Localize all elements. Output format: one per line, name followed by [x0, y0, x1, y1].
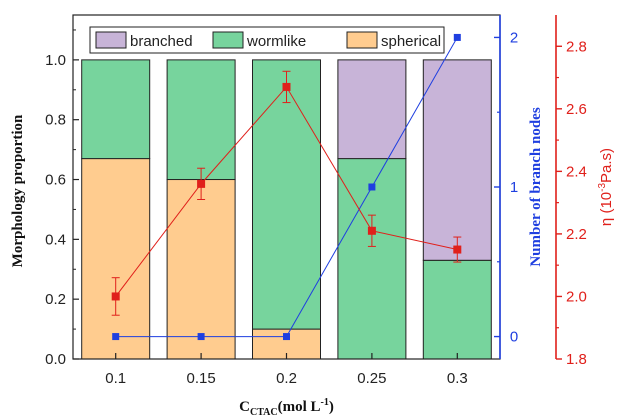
- branch-nodes-point: [112, 333, 120, 341]
- branch-nodes-point: [283, 333, 290, 341]
- left-axis-tick-label: 1.0: [45, 52, 66, 69]
- bar-branched: [337, 59, 407, 160]
- branch-nodes-point: [453, 33, 461, 41]
- blue-axis-title: Number of branch nodes: [528, 107, 544, 266]
- x-axis-title-superscript: -1: [321, 397, 329, 408]
- x-axis-title: CCTAC(mol L-1): [239, 397, 334, 415]
- legend-swatch-spherical: [346, 31, 378, 49]
- red-axis-title: η (10-3Pa.s): [597, 148, 615, 226]
- red-axis-title-suffix: Pa.s): [598, 148, 615, 183]
- legend-label-wormlike: wormlike: [246, 33, 306, 50]
- bar-wormlike: [252, 59, 321, 330]
- branch-nodes-point: [368, 183, 376, 191]
- left-axis-tick-label: 0.6: [45, 172, 66, 189]
- x-axis-tick-label: 0.25: [357, 370, 386, 387]
- viscosity-point: [367, 226, 376, 235]
- x-axis-title-main: C: [239, 399, 250, 415]
- viscosity-point: [282, 82, 291, 91]
- left-axis-tick-label: 0.2: [45, 291, 66, 308]
- left-axis-tick-label: 0.8: [45, 112, 66, 129]
- bar-wormlike: [166, 59, 236, 181]
- blue-axis-tick-label: 1: [510, 179, 518, 196]
- legend: branched wormlike spherical: [89, 26, 445, 54]
- bar-spherical: [166, 179, 236, 360]
- bar-branched: [422, 59, 492, 261]
- red-axis-tick-label: 2.4: [566, 163, 587, 180]
- left-axis-tick-label: 0.0: [45, 351, 66, 368]
- bar-wormlike: [422, 259, 492, 360]
- viscosity-point: [453, 245, 462, 254]
- bar-spherical: [81, 158, 151, 360]
- legend-swatch-wormlike: [212, 31, 244, 49]
- x-axis-tick-label: 0.3: [447, 370, 468, 387]
- blue-axis-tick-label: 0: [510, 329, 518, 346]
- legend-label-branched: branched: [130, 33, 193, 50]
- x-axis-title-end: ): [329, 399, 334, 415]
- red-axis-title-superscript: -3: [597, 183, 608, 192]
- viscosity-point: [197, 179, 206, 188]
- left-axis-title: Morphology proportion: [10, 114, 26, 267]
- blue-axis-tick-label: 2: [510, 29, 518, 46]
- legend-label-spherical: spherical: [381, 33, 441, 50]
- red-axis-tick-label: 1.8: [566, 351, 587, 368]
- x-axis-title-subscript: CTAC: [250, 407, 278, 415]
- red-axis-tick-label: 2.0: [566, 288, 587, 305]
- red-axis-tick-label: 2.6: [566, 101, 587, 118]
- viscosity-point: [111, 292, 120, 301]
- red-axis-tick-label: 2.8: [566, 38, 587, 55]
- left-axis-tick-label: 0.4: [45, 231, 66, 248]
- branch-nodes-point: [197, 333, 205, 341]
- legend-swatch-branched: [95, 31, 127, 49]
- legend-box: [89, 26, 445, 54]
- x-axis-tick-label: 0.1: [105, 370, 126, 387]
- x-axis-title-unit: (mol L: [278, 399, 321, 415]
- red-axis-title-prefix: η (10: [598, 192, 615, 226]
- red-axis-tick-label: 2.2: [566, 226, 587, 243]
- x-axis-tick-label: 0.15: [186, 370, 215, 387]
- bar-wormlike: [81, 59, 151, 160]
- x-axis-tick-label: 0.2: [276, 370, 297, 387]
